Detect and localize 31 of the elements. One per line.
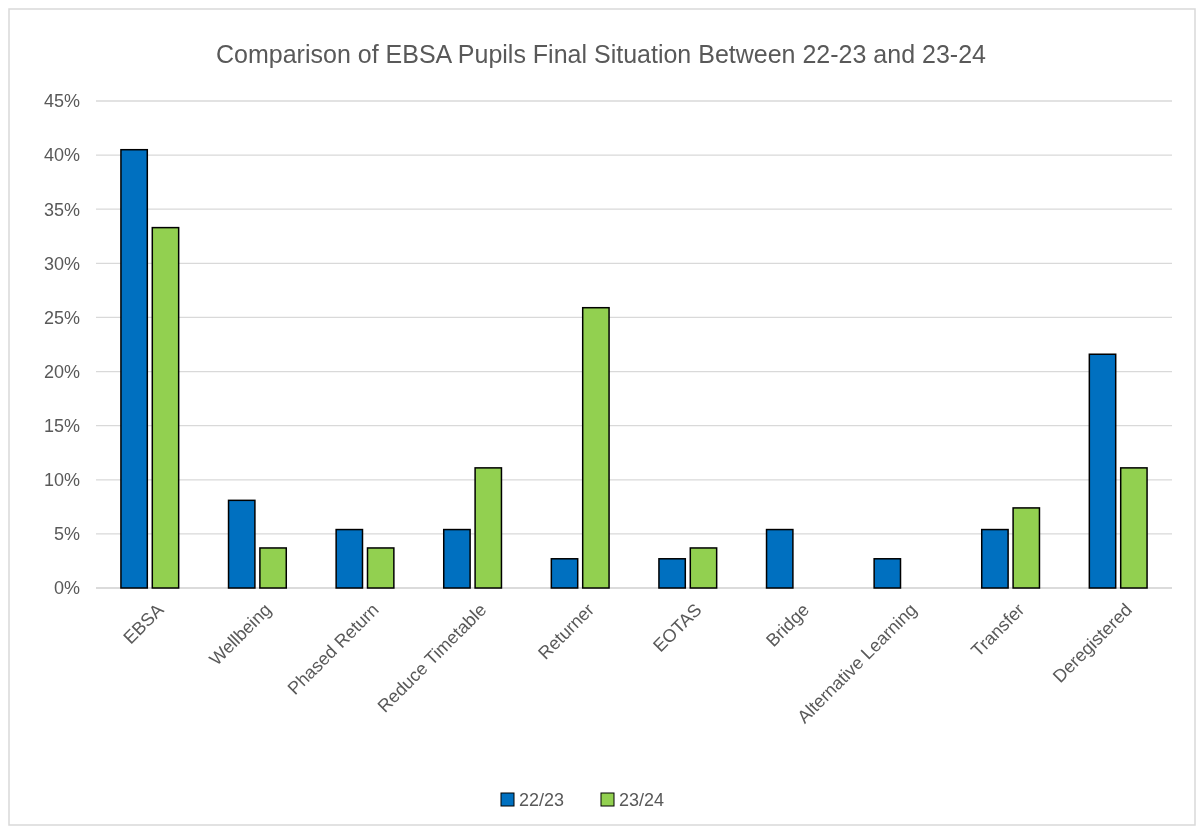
legend-label: 23/24	[619, 790, 665, 810]
bar	[1088, 353, 1117, 589]
bar	[873, 558, 902, 589]
y-tick-label: 20%	[43, 361, 80, 382]
legend-label: 22/23	[519, 790, 565, 810]
bar	[581, 306, 610, 589]
y-tick-label: 10%	[43, 470, 80, 491]
y-tick-label: 30%	[43, 253, 80, 274]
bar	[658, 558, 687, 589]
bar	[980, 528, 1009, 589]
y-tick-label: 15%	[43, 415, 80, 436]
bar	[442, 528, 471, 589]
bar	[689, 547, 718, 589]
bar	[259, 547, 288, 589]
bar	[120, 148, 149, 589]
y-tick-label: 45%	[43, 91, 80, 112]
bar	[366, 547, 395, 589]
y-tick-label: 35%	[43, 199, 80, 220]
chart-title: Comparison of EBSA Pupils Final Situation Between 22-23 and 23-24	[216, 40, 987, 68]
bar	[550, 558, 579, 589]
bar	[474, 467, 503, 589]
bar	[335, 528, 364, 589]
y-tick-label: 40%	[43, 145, 80, 166]
bar	[227, 499, 256, 589]
y-tick-label: 5%	[53, 524, 80, 545]
bar	[765, 528, 794, 589]
bar	[151, 226, 180, 589]
y-tick-label: 0%	[53, 578, 80, 599]
bar	[1119, 467, 1148, 589]
y-tick-label: 25%	[43, 307, 80, 328]
bar	[1012, 507, 1041, 589]
